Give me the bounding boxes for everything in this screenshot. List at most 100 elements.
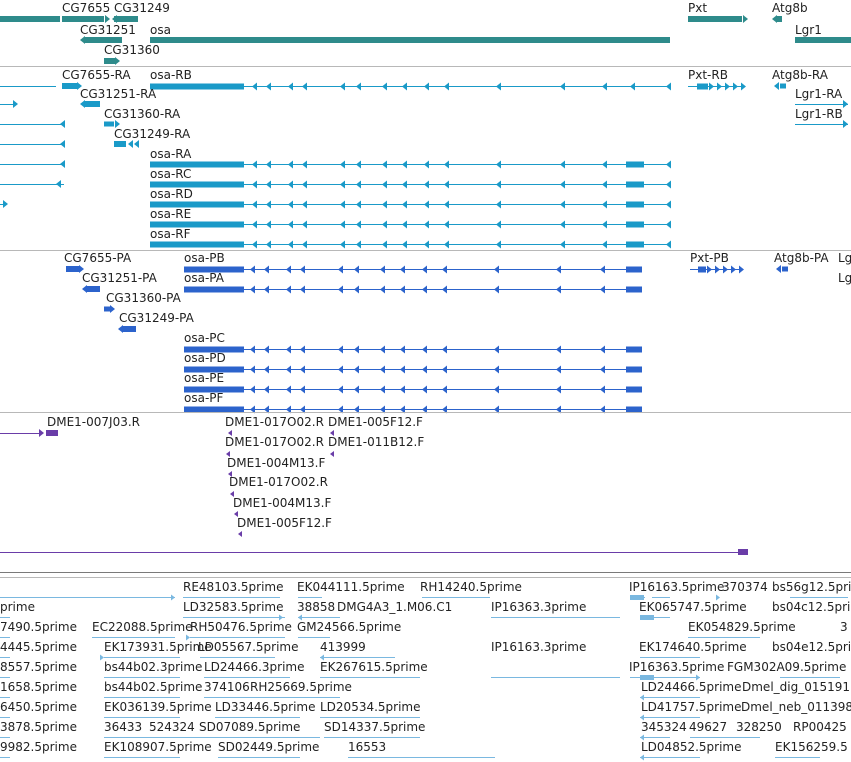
protein-label[interactable]: osa-PC — [184, 331, 225, 345]
protein-osa-PA-exon[interactable] — [626, 286, 642, 293]
protein-osa-PA-exon[interactable] — [184, 286, 244, 293]
transcript-exon[interactable] — [780, 83, 786, 89]
est-label[interactable]: SD14337.5prime — [324, 720, 425, 734]
protein-label[interactable]: CG7655-PA — [64, 251, 132, 265]
est-label[interactable]: RH14240.5prime — [420, 580, 522, 594]
protein-osa-row-exon[interactable] — [626, 406, 642, 413]
transcript-osa-row-exon[interactable] — [626, 221, 644, 228]
gene-label[interactable]: Lgr1 — [795, 23, 822, 37]
est-block[interactable] — [640, 615, 654, 620]
clone-block[interactable] — [46, 430, 58, 436]
clone-block[interactable] — [738, 549, 748, 555]
est-label[interactable]: bs56g12.5prime — [772, 580, 851, 594]
protein-exon[interactable] — [782, 266, 788, 272]
est-label[interactable]: RH25669.5prime — [250, 680, 352, 694]
est-label[interactable]: LD05567.5prime — [198, 640, 299, 654]
protein-label[interactable]: Lg — [838, 271, 851, 285]
est-label[interactable]: RE48103.5prime — [183, 580, 284, 594]
est-label[interactable]: EK054829.5prime — [688, 620, 796, 634]
est-label[interactable]: EK044111.5prime — [297, 580, 405, 594]
est-label[interactable]: bs44b02.5prime — [104, 680, 202, 694]
est-label[interactable]: LD24466.5prime — [641, 680, 742, 694]
protein-osa-PB-exon[interactable] — [184, 266, 244, 273]
transcript-label[interactable]: osa-RD — [150, 187, 193, 201]
transcript-label[interactable]: Lgr1-RA — [795, 87, 843, 101]
est-label[interactable]: 413999 — [320, 640, 366, 654]
transcript-label[interactable]: CG31251-RA — [80, 87, 157, 101]
transcript-label[interactable]: osa-RB — [150, 68, 192, 82]
est-label[interactable]: IP16363.5prime — [629, 660, 724, 674]
gene-label[interactable]: osa — [150, 23, 171, 37]
protein-label[interactable]: CG31360-PA — [106, 291, 182, 305]
est-label[interactable]: LD24466.3prime — [204, 660, 305, 674]
est-label[interactable]: LD32583.5prime — [183, 600, 284, 614]
est-block[interactable] — [640, 675, 654, 680]
est-label[interactable]: DMG4A3_1.M06.C1 — [337, 600, 452, 614]
protein-exon[interactable] — [122, 326, 136, 332]
est-label[interactable]: LD41757.5prime — [641, 700, 742, 714]
est-label[interactable]: 524324 — [149, 720, 195, 734]
protein-osa-row-exon[interactable] — [184, 386, 244, 393]
est-label[interactable]: 3878.5prime — [0, 720, 77, 734]
est-label[interactable]: Dmel_dig_015191 — [742, 680, 850, 694]
protein-osa-row-exon[interactable] — [184, 346, 244, 353]
protein-label[interactable]: osa-PB — [184, 251, 225, 265]
protein-exon[interactable] — [66, 266, 80, 272]
gene-label[interactable]: CG31249 — [114, 1, 170, 15]
gene-bar[interactable] — [0, 16, 60, 22]
transcript-exon[interactable] — [62, 83, 78, 89]
clone-label[interactable]: DME1-017O02.R — [229, 475, 328, 489]
est-label[interactable]: 370374 — [722, 580, 768, 594]
protein-label[interactable]: osa-PF — [184, 391, 224, 405]
clone-label[interactable]: DME1-017O02.R — [225, 435, 324, 449]
est-label[interactable]: 9982.5prime — [0, 740, 77, 754]
protein-osa-row-exon[interactable] — [626, 346, 642, 353]
protein-osa-row-exon[interactable] — [184, 406, 244, 413]
est-label[interactable]: EK173931.5prime — [104, 640, 212, 654]
est-label[interactable]: SD07089.5prime — [199, 720, 300, 734]
est-label[interactable]: 3 — [840, 620, 848, 634]
protein-osa-PB-exon[interactable] — [626, 266, 642, 273]
transcript-label[interactable]: Lgr1-RB — [795, 107, 843, 121]
gene-bar[interactable] — [84, 37, 122, 43]
est-label[interactable]: 36433 — [104, 720, 142, 734]
est-label[interactable]: LD04852.5prime — [641, 740, 742, 754]
est-label[interactable]: 16553 — [348, 740, 386, 754]
est-label[interactable]: 328250 — [736, 720, 782, 734]
est-label[interactable]: EK108907.5prime — [104, 740, 212, 754]
est-label[interactable]: 374106 — [204, 680, 250, 694]
gene-bar[interactable] — [776, 16, 782, 22]
gene-bar[interactable] — [114, 16, 138, 22]
transcript-exon[interactable] — [104, 121, 114, 127]
est-label[interactable]: LD20534.5prime — [320, 700, 421, 714]
transcript-osa-RB-exon[interactable] — [150, 83, 244, 90]
gene-label[interactable]: Atg8b — [772, 1, 808, 15]
protein-exon[interactable] — [104, 306, 110, 312]
est-label[interactable]: 4445.5prime — [0, 640, 77, 654]
transcript-label[interactable]: osa-RE — [150, 207, 191, 221]
est-label[interactable]: Dmel_neb_011398 — [741, 700, 851, 714]
protein-label[interactable]: CG31249-PA — [119, 311, 195, 325]
transcript-osa-row-exon[interactable] — [626, 161, 644, 168]
transcript-label[interactable]: Pxt-RB — [688, 68, 728, 82]
gene-bar[interactable] — [104, 58, 116, 64]
est-label[interactable]: 8557.5prime — [0, 660, 77, 674]
transcript-osa-row-exon[interactable] — [626, 241, 644, 248]
clone-label[interactable]: DME1-005F12.F — [237, 516, 332, 530]
protein-osa-row-exon[interactable] — [626, 386, 642, 393]
est-label[interactable]: 49627 — [689, 720, 727, 734]
protein-osa-row-exon[interactable] — [184, 366, 244, 373]
transcript-label[interactable]: osa-RA — [150, 147, 192, 161]
est-block[interactable] — [630, 595, 644, 600]
gene-label[interactable]: CG7655 — [62, 1, 110, 15]
transcript-label[interactable]: Atg8b-RA — [772, 68, 829, 82]
gene-bar[interactable] — [795, 37, 851, 43]
clone-label[interactable]: DME1-004M13.F — [233, 496, 331, 510]
est-label[interactable]: prime — [0, 600, 35, 614]
est-label[interactable]: GM24566.5prime — [297, 620, 401, 634]
transcript-osa-row-exon[interactable] — [626, 201, 644, 208]
est-label[interactable]: 1658.5prime — [0, 680, 77, 694]
est-label[interactable]: EK036139.5prime — [104, 700, 212, 714]
transcript-label[interactable]: osa-RC — [150, 167, 191, 181]
transcript-osa-row-exon[interactable] — [150, 201, 244, 208]
